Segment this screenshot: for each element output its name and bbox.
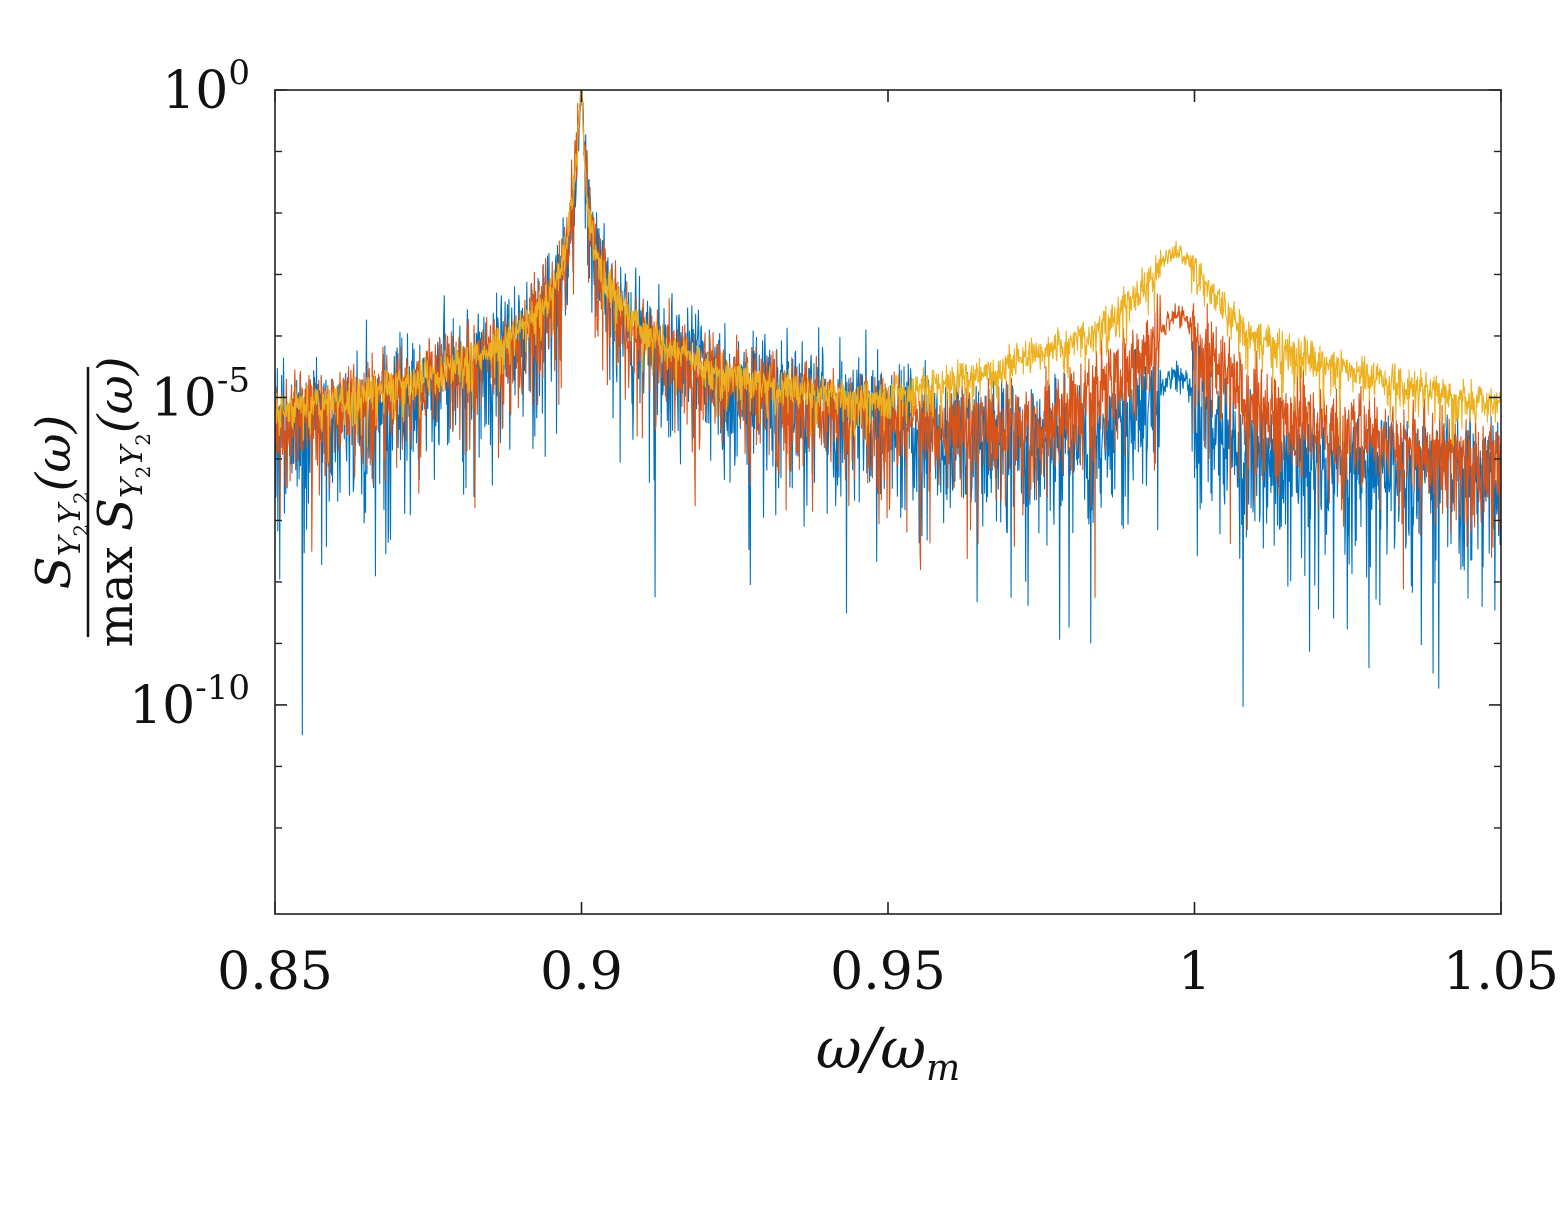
x-axis-label: ω/ωm <box>816 1017 960 1089</box>
y-axis-label: SY2Y2(ω) max SY2Y2(ω) <box>26 356 155 647</box>
y-tick-label: 10-10 <box>129 668 250 736</box>
y-label-numerator: SY2Y2(ω) <box>26 415 93 590</box>
x-tick-label: 1.05 <box>1443 942 1559 1002</box>
series-2-line <box>275 90 1501 598</box>
y-tick-label: 10-5 <box>151 360 250 428</box>
x-tick-label: 0.95 <box>830 942 946 1002</box>
series-1-line <box>275 90 1501 736</box>
x-tick-label: 1 <box>1178 942 1211 1002</box>
x-tick-label: 0.85 <box>217 942 333 1002</box>
y-tick-label: 100 <box>162 53 250 121</box>
x-tick-label: 0.9 <box>540 942 623 1002</box>
series-layer <box>275 90 1501 736</box>
y-label-denominator: max SY2Y2(ω) <box>88 356 155 647</box>
series-3-line <box>275 90 1501 463</box>
tick-layer: 0.85 0.9 0.95 1 1.05 100 10-5 10-10 <box>129 53 1559 1002</box>
axes-box <box>274 89 1502 915</box>
